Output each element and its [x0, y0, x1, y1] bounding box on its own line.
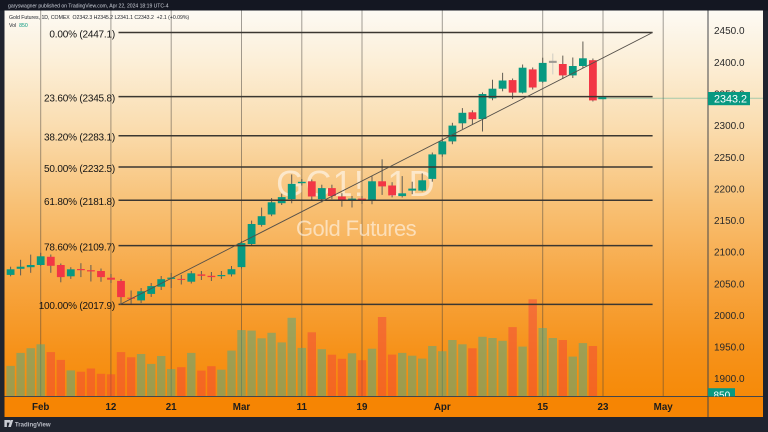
svg-text:Vol 850: Vol 850 [9, 23, 28, 29]
svg-text:15: 15 [537, 402, 548, 413]
svg-text:2400.0: 2400.0 [714, 58, 745, 69]
svg-text:2000.0: 2000.0 [714, 311, 745, 322]
svg-text:2250.0: 2250.0 [714, 153, 745, 164]
svg-text:2450.0: 2450.0 [714, 26, 745, 37]
svg-text:GC1!, 1D: GC1!, 1D [276, 163, 436, 204]
svg-text:1900.0: 1900.0 [714, 374, 745, 385]
svg-text:11: 11 [297, 402, 308, 413]
svg-text:garyswagner published on Tradi: garyswagner published on TradingView.com… [8, 3, 169, 9]
svg-text:0.00% (2447.1): 0.00% (2447.1) [49, 29, 115, 40]
svg-text:850: 850 [714, 391, 731, 402]
svg-text:Gold Futures, 1D, COMEX O2342: Gold Futures, 1D, COMEX O2342.3 H2345.2 … [9, 15, 189, 21]
svg-text:2343.2: 2343.2 [714, 94, 747, 106]
svg-text:Apr: Apr [434, 402, 451, 413]
svg-text:23.60% (2345.8): 23.60% (2345.8) [44, 93, 115, 104]
svg-text:2050.0: 2050.0 [714, 279, 745, 290]
svg-text:Feb: Feb [32, 402, 49, 413]
svg-text:61.80% (2181.8): 61.80% (2181.8) [44, 197, 115, 208]
svg-text:2300.0: 2300.0 [714, 121, 745, 132]
svg-text:TradingView: TradingView [15, 421, 51, 428]
svg-text:23: 23 [598, 402, 609, 413]
svg-text:12: 12 [105, 402, 116, 413]
svg-text:21: 21 [166, 402, 177, 413]
svg-text:100.00% (2017.9): 100.00% (2017.9) [39, 301, 115, 312]
svg-text:Mar: Mar [233, 402, 251, 413]
svg-text:1950.0: 1950.0 [714, 343, 745, 354]
svg-text:2100.0: 2100.0 [714, 248, 745, 259]
svg-text:38.20% (2283.1): 38.20% (2283.1) [44, 133, 115, 144]
svg-text:50.00% (2232.5): 50.00% (2232.5) [44, 164, 115, 175]
svg-text:Gold Futures: Gold Futures [296, 216, 417, 241]
svg-text:2150.0: 2150.0 [714, 216, 745, 227]
svg-text:19: 19 [357, 402, 368, 413]
svg-text:78.60% (2109.7): 78.60% (2109.7) [44, 242, 115, 253]
svg-text:May: May [654, 402, 674, 413]
svg-text:2200.0: 2200.0 [714, 184, 745, 195]
